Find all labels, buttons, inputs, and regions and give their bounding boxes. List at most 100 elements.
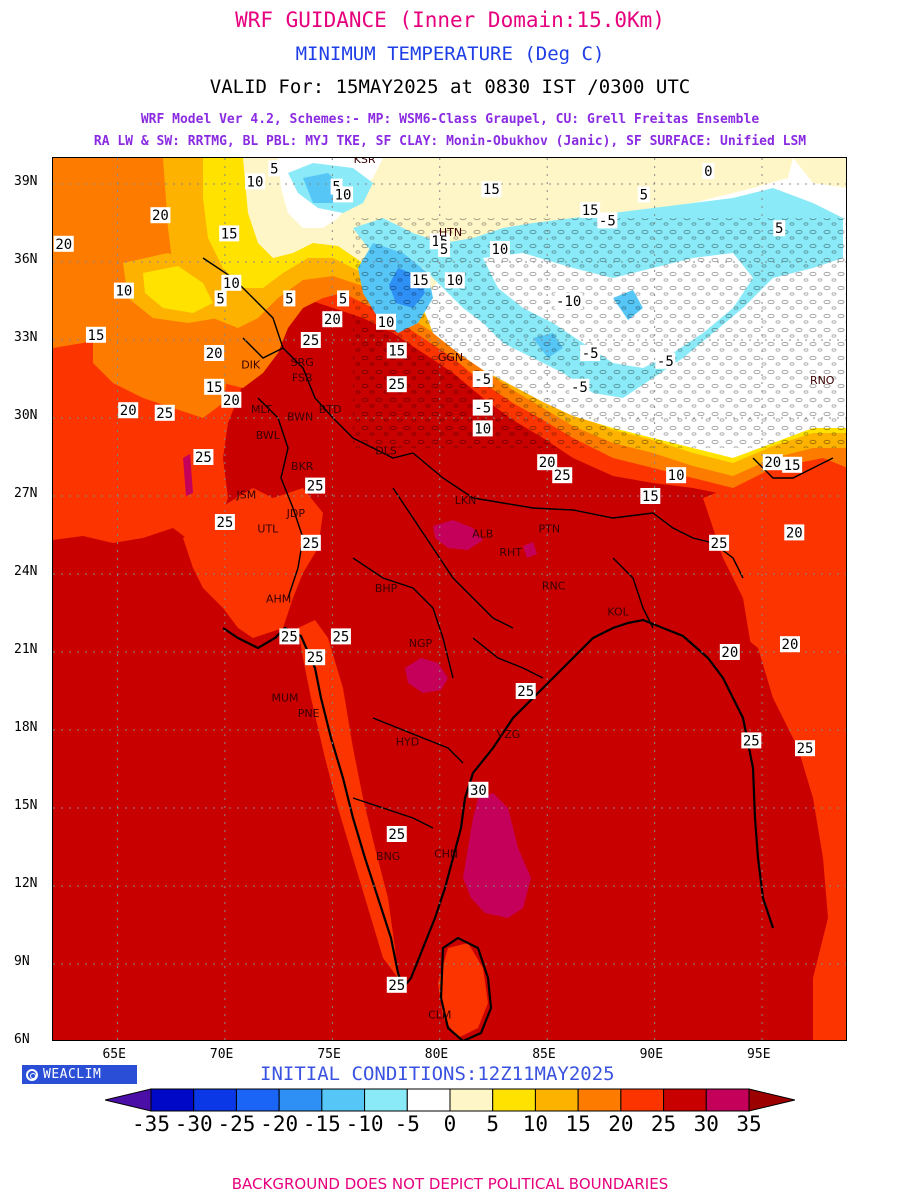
contour-label: 25: [330, 628, 351, 645]
contour-label: 20: [150, 207, 171, 224]
colorbar-label: 0: [443, 1112, 457, 1136]
svg-text:15: 15: [206, 380, 223, 396]
svg-text:20: 20: [152, 208, 169, 224]
contour-label: 10: [472, 420, 493, 437]
colorbar: [105, 1088, 795, 1112]
contour-label: 20: [322, 311, 343, 328]
svg-text:10: 10: [474, 421, 491, 437]
lon-tick-label: 80E: [424, 1047, 449, 1062]
contour-label: 5: [773, 220, 786, 237]
model-schemes-line-1: WRF Model Ver 4.2, Schemes:- MP: WSM6-Cl…: [140, 112, 760, 127]
svg-text:25: 25: [302, 536, 319, 552]
weaclim-badge[interactable]: WEACLIM: [22, 1065, 137, 1084]
colorbar-label: 10: [522, 1112, 549, 1136]
svg-text:15: 15: [88, 328, 105, 344]
initial-conditions: INITIAL CONDITIONS:12Z11MAY2025: [260, 1063, 615, 1085]
contour-label: 20: [784, 524, 805, 541]
svg-text:25: 25: [743, 733, 760, 749]
contour-label: 15: [640, 488, 661, 505]
copyright-icon: [26, 1068, 38, 1081]
svg-text:10: 10: [115, 284, 132, 300]
colorbar-swatch: [577, 1088, 622, 1112]
svg-text:-5: -5: [657, 354, 674, 370]
field-5-10-afghan: [143, 266, 213, 313]
colorbar-arrow-right: [748, 1088, 795, 1112]
lat-tick-label: 15N: [14, 798, 38, 813]
svg-text:10: 10: [668, 468, 685, 484]
colorbar-label: -20: [260, 1112, 299, 1136]
city-label: SRG: [291, 356, 314, 369]
contour-label: -5: [472, 399, 493, 417]
svg-text:15: 15: [582, 203, 599, 219]
lat-tick-label: 39N: [14, 174, 38, 189]
colorbar-swatch: [449, 1088, 494, 1112]
colorbar-label: 25: [650, 1112, 677, 1136]
svg-text:25: 25: [307, 650, 324, 666]
contour-label: 25: [193, 449, 214, 466]
contour-label: 25: [305, 649, 326, 666]
city-label: BKR: [291, 460, 314, 473]
contour-label: -5: [569, 378, 590, 396]
city-label: JSM: [236, 489, 257, 502]
colorbar-label: 15: [565, 1112, 591, 1136]
lat-tick-label: 6N: [14, 1032, 30, 1047]
contour-label: -5: [655, 352, 676, 370]
colorbar-swatch: [150, 1088, 195, 1112]
city-label: BWL: [256, 429, 281, 442]
contour-label: 20: [719, 644, 740, 661]
svg-text:25: 25: [281, 629, 298, 645]
city-label: RHT: [499, 546, 522, 559]
contour-label: 15: [782, 456, 803, 474]
lon-tick-label: 75E: [317, 1047, 341, 1062]
contour-label: 20: [221, 391, 242, 409]
lat-tick-label: 27N: [14, 486, 38, 501]
svg-text:-5: -5: [582, 346, 599, 362]
contour-label: 15: [204, 378, 225, 396]
city-label: BHP: [375, 582, 398, 595]
city-label: CHN: [434, 847, 458, 860]
colorbar-swatch: [364, 1088, 408, 1112]
lat-tick-label: 30N: [14, 408, 38, 423]
grid-lines: [53, 158, 846, 1040]
svg-text:15: 15: [483, 182, 500, 198]
svg-text:15: 15: [412, 273, 429, 289]
colorbar-swatch: [663, 1088, 707, 1112]
city-label: PNE: [298, 707, 320, 720]
contour-label: 25: [552, 467, 573, 484]
contour-label: 25: [154, 404, 175, 422]
weaclim-label: WEACLIM: [43, 1067, 102, 1082]
colorbar-swatch: [534, 1088, 579, 1112]
city-label: KOL: [607, 606, 629, 619]
svg-text:10: 10: [446, 273, 463, 289]
contour-label: 25: [300, 332, 321, 349]
svg-text:20: 20: [782, 637, 799, 653]
colorbar-label: 20: [608, 1112, 634, 1136]
svg-text:20: 20: [324, 312, 341, 328]
lon-tick-label: 90E: [639, 1047, 664, 1062]
contour-label: 25: [741, 732, 762, 749]
contour-label: 15: [410, 272, 431, 289]
contour-label: 25: [214, 514, 235, 531]
field-25-30-myanmar: [713, 628, 808, 1040]
svg-text:20: 20: [55, 237, 72, 253]
svg-text:25: 25: [388, 978, 405, 994]
lat-tick-label: 24N: [14, 564, 38, 579]
contour-label: 20: [204, 345, 225, 362]
svg-text:20: 20: [120, 403, 137, 419]
field-20-25-srilanka: [438, 943, 488, 1038]
svg-text:5: 5: [339, 291, 347, 307]
contour-label: 5: [637, 186, 650, 203]
contour-label: 5: [337, 290, 350, 307]
contour-label: 15: [219, 225, 240, 242]
svg-text:-10: -10: [556, 294, 581, 310]
colorbar-labels: -35 -30 -25 -20 -15 -10 -5 0 5 10 15 20 25 30 35: [0, 1112, 900, 1138]
contour-label: 25: [279, 628, 300, 645]
svg-text:10: 10: [378, 315, 395, 331]
field-30-35-up: [433, 520, 483, 550]
colorbar-swatch: [492, 1088, 536, 1112]
field-30-35-bihar: [523, 542, 537, 558]
contour-label: 10: [113, 282, 134, 300]
city-label: DIK: [241, 359, 261, 372]
svg-text:25: 25: [195, 450, 212, 466]
svg-text:5: 5: [285, 291, 293, 307]
